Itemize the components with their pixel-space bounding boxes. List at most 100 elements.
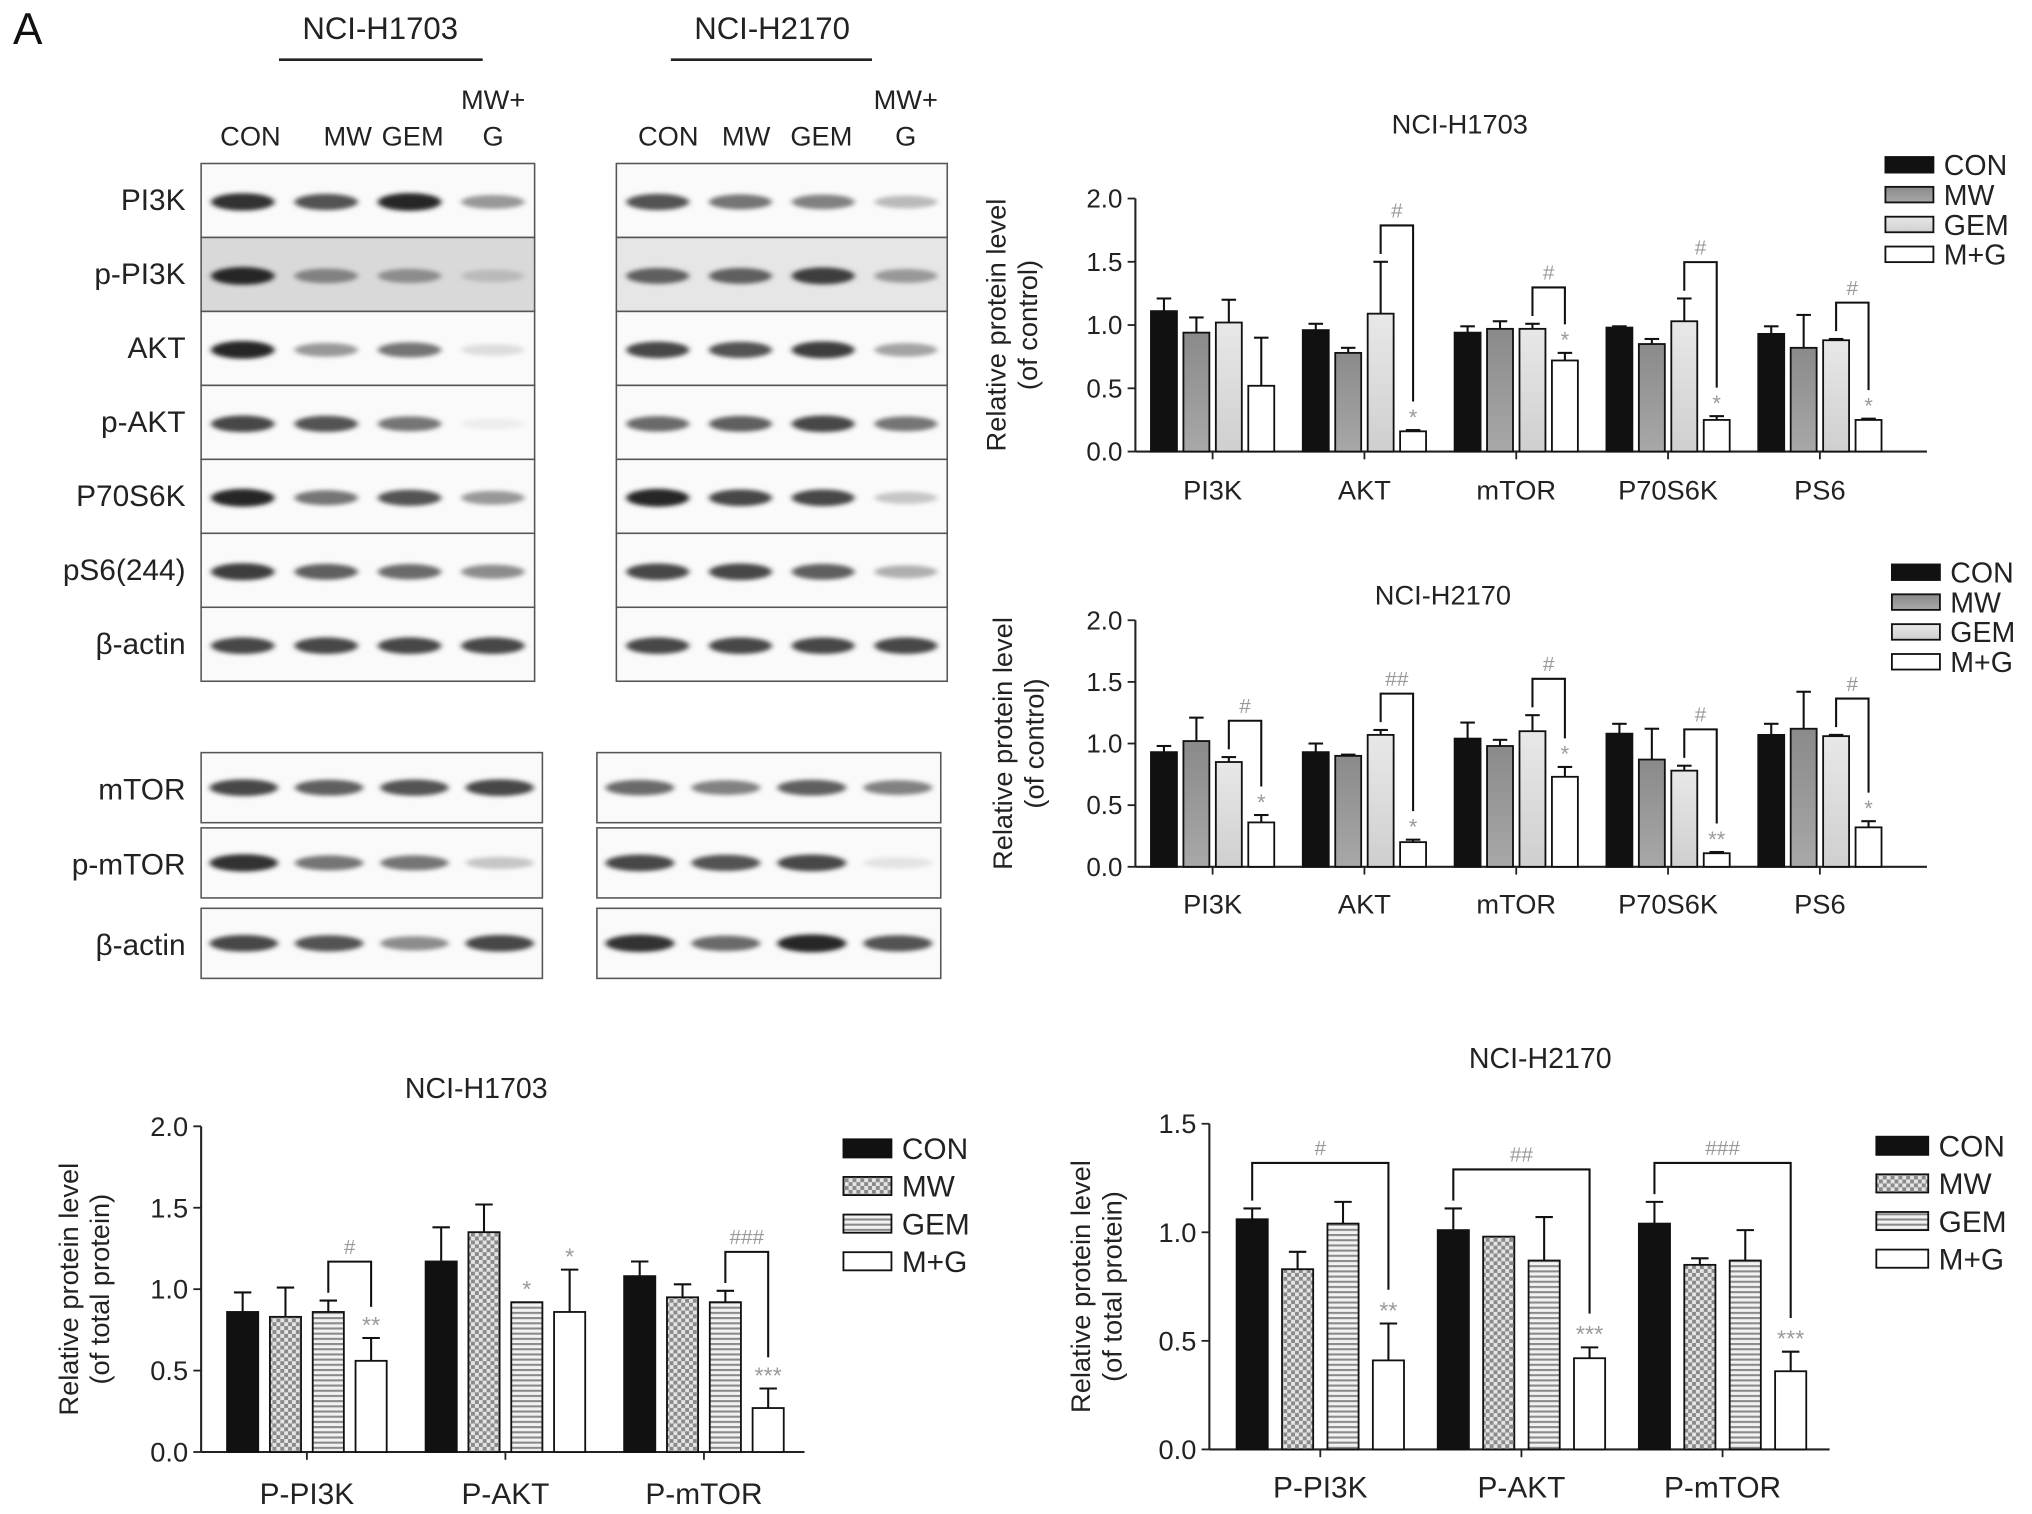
bar-chart-h1703-total: NCI-H1703 Relative protein level(of contr… bbox=[981, 109, 2009, 506]
bar-mw-ps6 bbox=[1789, 727, 1818, 868]
blot-row-label: β-actin bbox=[95, 628, 185, 661]
bar-con-p-akt bbox=[1436, 1229, 1470, 1451]
significance-star: ** bbox=[362, 1312, 380, 1338]
significance-star: * bbox=[1864, 393, 1873, 418]
blot-lane-label: MW bbox=[722, 120, 771, 151]
significance-hash: # bbox=[1239, 695, 1251, 718]
legend-swatch-con bbox=[1884, 156, 1935, 174]
blot-band bbox=[791, 194, 855, 210]
blot-band bbox=[461, 637, 525, 655]
blot-band bbox=[605, 854, 675, 872]
blot-band bbox=[461, 418, 525, 430]
legend-swatch-mg bbox=[1890, 653, 1941, 671]
western-blot-panel: NCI-H1703 CON MW GEM MW+ G NCI-H2170 CON MW GEM MW… bbox=[63, 11, 949, 980]
chart-title: NCI-H2170 bbox=[1469, 1043, 1612, 1075]
legend-swatch-mg bbox=[1875, 1248, 1930, 1269]
y-tick-label: 0.0 bbox=[1086, 854, 1122, 882]
significance-star: * bbox=[1409, 814, 1418, 839]
bar-gem-pi3k bbox=[1214, 761, 1243, 868]
y-axis-label-line: Relative protein level bbox=[987, 617, 1018, 870]
blot-band bbox=[791, 563, 855, 580]
significance-bracket bbox=[1531, 286, 1566, 325]
blot-band bbox=[874, 268, 938, 283]
blot-band bbox=[377, 268, 442, 284]
blot-band bbox=[211, 267, 275, 285]
blot-band bbox=[294, 342, 358, 357]
significance-hash: # bbox=[344, 1236, 356, 1259]
bar-mg-mtor bbox=[1551, 359, 1579, 453]
bar-gem-p-akt bbox=[1527, 1259, 1561, 1451]
y-axis-label-line: Relative protein level bbox=[53, 1163, 84, 1416]
y-tick-label: 0.5 bbox=[1086, 792, 1122, 820]
legend-swatch-mg bbox=[1884, 245, 1935, 264]
blot-band bbox=[791, 415, 855, 433]
legend-label: GEM bbox=[902, 1208, 970, 1241]
significance-star: ** bbox=[1708, 827, 1726, 852]
x-tick-label: AKT bbox=[1338, 889, 1391, 920]
legend-swatch-gem bbox=[842, 1213, 893, 1234]
bar-mw-mtor bbox=[1486, 327, 1514, 453]
blot-lane-label: CON bbox=[638, 120, 699, 151]
bar-gem-p-mtor bbox=[1728, 1259, 1762, 1451]
blot-band bbox=[626, 193, 690, 211]
blot-band bbox=[461, 344, 525, 356]
x-tick-label: PI3K bbox=[1183, 889, 1242, 920]
y-axis-label-line: (of total protein) bbox=[84, 1194, 115, 1385]
blot-band bbox=[461, 564, 525, 579]
bar-chart-h1703-phospho: NCI-H1703 Relative protein level(of total… bbox=[53, 1073, 970, 1511]
significance-hash: # bbox=[1847, 673, 1859, 696]
blot-band bbox=[626, 268, 690, 284]
blot-band bbox=[691, 935, 761, 952]
blot-band bbox=[380, 779, 449, 796]
bar-gem-p70s6k bbox=[1670, 769, 1699, 868]
bar-con-akt bbox=[1301, 751, 1330, 868]
bar-mg-p-akt bbox=[1573, 1357, 1607, 1451]
blot-band bbox=[211, 340, 275, 359]
legend-swatch-mw bbox=[1884, 185, 1935, 204]
blot-band bbox=[626, 416, 690, 432]
blot-band bbox=[874, 565, 938, 579]
bar-gem-p-pi3k bbox=[1326, 1222, 1360, 1451]
significance-star: * bbox=[1864, 796, 1873, 821]
bar-con-pi3k bbox=[1150, 751, 1178, 868]
significance-star: * bbox=[565, 1243, 574, 1269]
significance-bracket bbox=[1227, 719, 1263, 787]
bar-mg-p-akt bbox=[553, 1311, 587, 1453]
legend-swatch-mw bbox=[1890, 593, 1941, 611]
legend-swatch-mw bbox=[1875, 1173, 1930, 1194]
legend-label: MW bbox=[1944, 180, 1995, 212]
bar-chart-h2170-total: NCI-H2170 Relative protein level(of contr… bbox=[987, 558, 2015, 920]
blot-band bbox=[377, 193, 442, 211]
blot-cell-line-header: NCI-H2170 bbox=[694, 11, 850, 46]
legend-label: CON bbox=[1950, 558, 2013, 590]
significance-hash: # bbox=[1391, 200, 1403, 223]
blot-band bbox=[377, 342, 442, 358]
bar-con-ps6 bbox=[1757, 733, 1786, 868]
significance-hash: # bbox=[1543, 653, 1555, 676]
significance-bracket bbox=[1379, 692, 1415, 812]
bar-con-akt bbox=[1301, 329, 1330, 453]
blot-band bbox=[465, 856, 534, 870]
bar-gem-akt bbox=[1366, 312, 1395, 453]
significance-bracket bbox=[1683, 728, 1718, 824]
blot-band bbox=[294, 779, 364, 796]
bar-con-p-akt bbox=[424, 1260, 458, 1453]
bar-mg-ps6 bbox=[1854, 826, 1883, 868]
blot-band bbox=[605, 934, 675, 953]
blot-band bbox=[863, 935, 933, 952]
x-tick-label: PS6 bbox=[1794, 889, 1845, 920]
blot-lane-label: MW bbox=[324, 120, 373, 151]
bar-gem-p-mtor bbox=[708, 1301, 742, 1453]
blot-band bbox=[777, 854, 847, 872]
y-axis-label: Relative protein level(of control) bbox=[981, 199, 1043, 452]
blot-band bbox=[874, 637, 938, 655]
significance-star: ** bbox=[1379, 1297, 1397, 1323]
legend-swatch-gem bbox=[1884, 215, 1935, 234]
blot-row-label: p-PI3K bbox=[94, 258, 185, 291]
bar-gem-ps6 bbox=[1822, 339, 1850, 453]
blot-band bbox=[777, 779, 847, 796]
bar-con-ps6 bbox=[1757, 332, 1786, 453]
blot-row-label: PI3K bbox=[121, 184, 186, 217]
bar-mg-akt bbox=[1399, 841, 1427, 868]
